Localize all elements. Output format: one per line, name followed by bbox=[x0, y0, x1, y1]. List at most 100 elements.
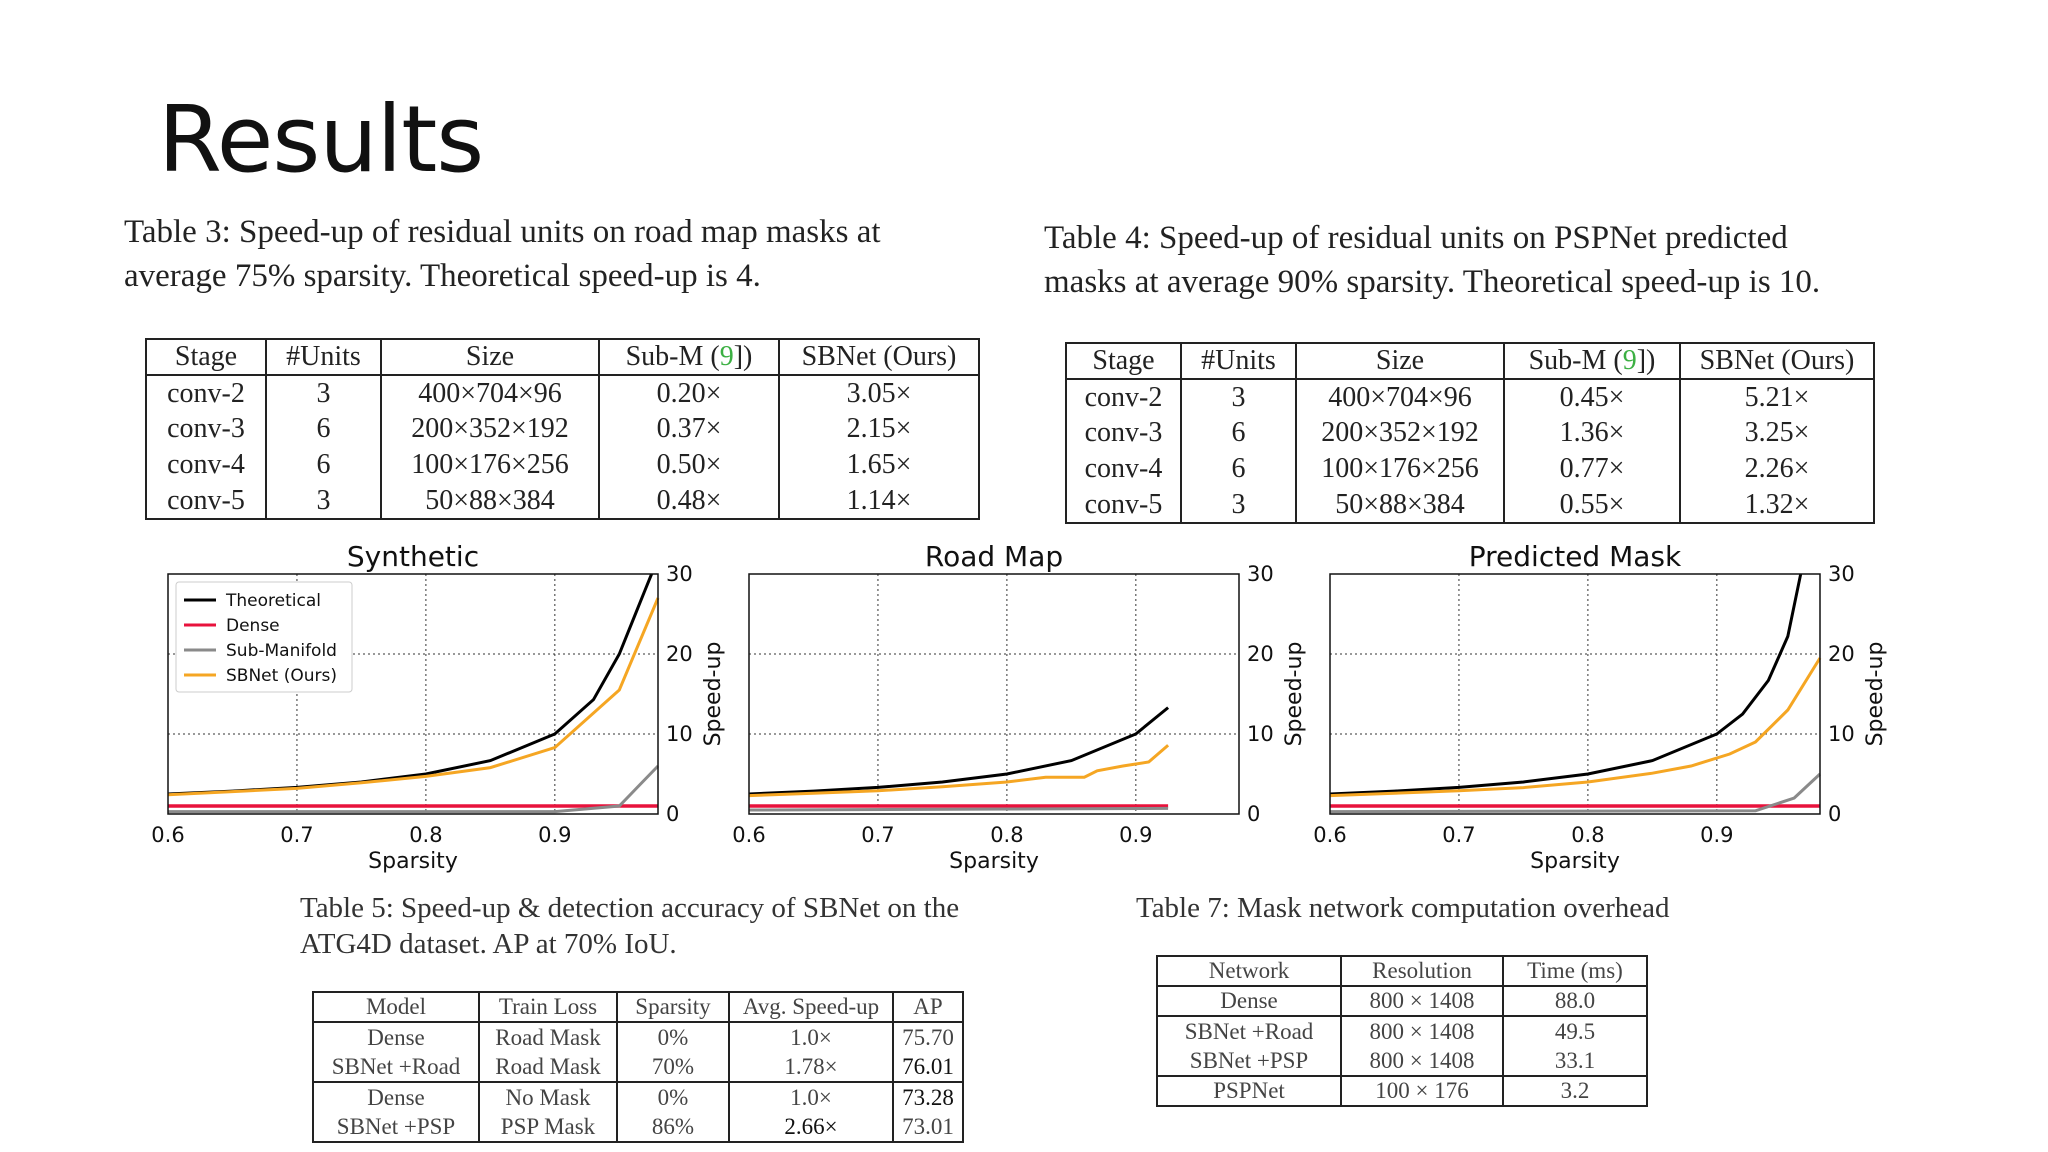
table-cell: 1.0× bbox=[728, 1022, 894, 1052]
plot-frame bbox=[1329, 573, 1821, 815]
table3-caption-line2: average 75% sparsity. Theoretical speed-… bbox=[124, 258, 761, 294]
table5-header: Model bbox=[312, 991, 480, 1023]
table-cell: 800 × 1408 bbox=[1340, 986, 1504, 1016]
y-tick-label: 0 bbox=[666, 802, 679, 826]
y-axis-label: Speed-up bbox=[1863, 642, 1888, 747]
table3-header-row: Stage #Units Size Sub-M (9]) SBNet (Ours… bbox=[145, 338, 980, 376]
x-axis-label: Sparsity bbox=[368, 849, 458, 874]
table-cell: 3 bbox=[1180, 487, 1297, 524]
table3-header: #Units bbox=[265, 338, 382, 376]
table-cell: 100×176×256 bbox=[380, 447, 600, 483]
table-cell: Dense bbox=[1156, 986, 1342, 1016]
x-tick-label: 0.9 bbox=[1700, 823, 1733, 847]
table-cell: Road Mask bbox=[478, 1052, 618, 1082]
table5-caption-line1: Table 5: Speed-up & detection accuracy o… bbox=[300, 892, 960, 924]
y-tick-label: 20 bbox=[1247, 642, 1274, 666]
table-cell: 50×88×384 bbox=[1295, 487, 1505, 524]
table-cell: 3 bbox=[1180, 379, 1297, 415]
y-axis-label: Speed-up bbox=[1282, 642, 1307, 747]
series-line-sub-manifold bbox=[748, 806, 1169, 812]
table5-header: AP bbox=[892, 991, 964, 1023]
table-cell: 6 bbox=[1180, 415, 1297, 451]
table7: Network Resolution Time (ms) Dense 800 × … bbox=[1156, 955, 1648, 1107]
table-cell: 2.15× bbox=[778, 411, 980, 447]
x-tick-label: 0.8 bbox=[409, 823, 442, 847]
legend-label: Sub-Manifold bbox=[226, 641, 337, 661]
table-cell: 6 bbox=[265, 411, 382, 447]
legend-label: Dense bbox=[226, 616, 280, 636]
table-cell: 50×88×384 bbox=[380, 483, 600, 520]
table-cell: No Mask bbox=[478, 1081, 618, 1112]
citation-link[interactable]: 9 bbox=[719, 341, 734, 372]
y-tick-label: 20 bbox=[1828, 642, 1855, 666]
table-cell: 3 bbox=[265, 483, 382, 520]
table-row: Dense No Mask 0% 1.0× 73.28 bbox=[312, 1081, 964, 1112]
table-cell: 0.37× bbox=[598, 411, 780, 447]
table-row: conv-3 6 200×352×192 0.37× 2.15× bbox=[145, 411, 980, 447]
table7-header: Resolution bbox=[1340, 955, 1504, 987]
table3-header: Size bbox=[380, 338, 600, 376]
table-cell: 6 bbox=[265, 447, 382, 483]
series-line-sub-manifold bbox=[1329, 772, 1822, 814]
table-cell: 49.5 bbox=[1502, 1015, 1648, 1046]
table5: Model Train Loss Sparsity Avg. Speed-up … bbox=[312, 991, 964, 1143]
table-row: conv-5 3 50×88×384 0.55× 1.32× bbox=[1065, 487, 1875, 524]
table-cell: 33.1 bbox=[1502, 1046, 1648, 1076]
table-cell: Dense bbox=[312, 1081, 480, 1112]
chart-title: Road Map bbox=[925, 540, 1063, 573]
table-cell: 1.32× bbox=[1679, 487, 1875, 524]
table-cell: 73.01 bbox=[892, 1112, 964, 1143]
series-line-sbnet-ours bbox=[167, 597, 660, 797]
y-tick-label: 10 bbox=[1828, 722, 1855, 746]
table4-caption-line1: Table 4: Speed-up of residual units on P… bbox=[1044, 220, 1788, 256]
table3-header: SBNet (Ours) bbox=[778, 338, 980, 376]
table-cell: Road Mask bbox=[478, 1022, 618, 1052]
y-tick-label: 0 bbox=[1828, 802, 1841, 826]
legend-box bbox=[175, 581, 353, 693]
table4-header: Stage bbox=[1065, 342, 1182, 380]
table5-header: Sparsity bbox=[616, 991, 730, 1023]
series-line-sbnet-ours bbox=[1329, 657, 1822, 798]
table5-header: Avg. Speed-up bbox=[728, 991, 894, 1023]
table-cell: 0% bbox=[616, 1081, 730, 1112]
table7-header: Network bbox=[1156, 955, 1342, 987]
table-cell-best: 76.01 bbox=[892, 1052, 964, 1082]
y-tick-label: 10 bbox=[666, 722, 693, 746]
series-line-theoretical bbox=[748, 706, 1170, 796]
table-row: PSPNet 100 × 176 3.2 bbox=[1156, 1075, 1648, 1107]
chart-title: Predicted Mask bbox=[1469, 540, 1682, 573]
table-cell: 100×176×256 bbox=[1295, 451, 1505, 487]
table4-header-subm-close: ]) bbox=[1636, 345, 1656, 376]
table-cell: 2.26× bbox=[1679, 451, 1875, 487]
table-cell: conv-4 bbox=[145, 447, 267, 483]
table-cell: 100 × 176 bbox=[1340, 1075, 1504, 1107]
table-row: SBNet +Road Road Mask 70% 1.78× 76.01 bbox=[312, 1052, 964, 1082]
table3-header: Sub-M (9]) bbox=[598, 338, 780, 376]
table-cell: 3.25× bbox=[1679, 415, 1875, 451]
citation-link[interactable]: 9 bbox=[1622, 345, 1637, 376]
table7-header-row: Network Resolution Time (ms) bbox=[1156, 955, 1648, 987]
y-tick-label: 0 bbox=[1247, 802, 1260, 826]
table-row: conv-3 6 200×352×192 1.36× 3.25× bbox=[1065, 415, 1875, 451]
table-cell: conv-5 bbox=[145, 483, 267, 520]
table-cell: conv-2 bbox=[1065, 379, 1182, 415]
legend-label: Theoretical bbox=[225, 591, 321, 611]
x-tick-label: 0.6 bbox=[1313, 823, 1346, 847]
table-row: conv-4 6 100×176×256 0.77× 2.26× bbox=[1065, 451, 1875, 487]
predicted-mask-chart: Predicted Mask 0.6 0.7 0.8 0.9 0 10 20 30 Sparsit… bbox=[1313, 540, 1888, 874]
table3-header-subm: Sub-M ( bbox=[625, 341, 720, 372]
table-row: SBNet +PSP 800 × 1408 33.1 bbox=[1156, 1046, 1648, 1076]
table-cell: 6 bbox=[1180, 451, 1297, 487]
table-cell: SBNet +PSP bbox=[1156, 1046, 1342, 1076]
table-cell: 0.55× bbox=[1503, 487, 1681, 524]
table3-caption-line1: Table 3: Speed-up of residual units on r… bbox=[124, 214, 881, 250]
table-row: Dense 800 × 1408 88.0 bbox=[1156, 986, 1648, 1016]
legend-label: SBNet (Ours) bbox=[226, 666, 337, 686]
y-tick-label: 30 bbox=[1828, 562, 1855, 586]
table-cell: SBNet +PSP bbox=[312, 1112, 480, 1143]
table-row: SBNet +Road 800 × 1408 49.5 bbox=[1156, 1015, 1648, 1046]
table-cell-best: 73.28 bbox=[892, 1081, 964, 1112]
y-tick-label: 30 bbox=[1247, 562, 1274, 586]
x-axis-label: Sparsity bbox=[949, 849, 1039, 874]
table-cell: conv-5 bbox=[1065, 487, 1182, 524]
